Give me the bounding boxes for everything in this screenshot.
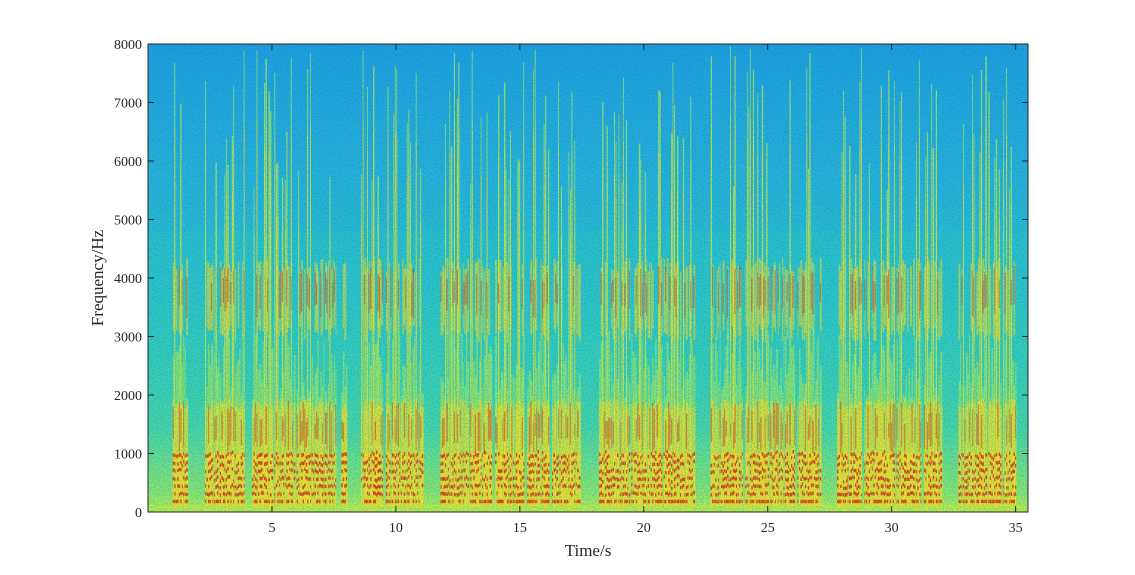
y-tick-label: 6000 [114, 155, 142, 170]
x-axis-title: Time/s [565, 541, 612, 560]
x-tick-label: 30 [885, 521, 899, 536]
x-tick-label: 35 [1009, 521, 1023, 536]
y-axis-title: Frequency/Hz [88, 229, 107, 326]
y-tick-label: 7000 [114, 97, 142, 112]
x-tick-label: 5 [268, 521, 275, 536]
noise-texture [148, 44, 1028, 512]
x-axis: 5 10 15 20 25 30 35 [268, 44, 1023, 536]
y-tick-label: 0 [135, 506, 142, 521]
x-tick-label: 20 [637, 521, 651, 536]
y-axis: 0 1000 2000 3000 4000 5000 6000 7000 8000 [114, 38, 1028, 521]
y-tick-label: 2000 [114, 389, 142, 404]
y-tick-label: 8000 [114, 38, 142, 53]
plot-area [148, 44, 1028, 512]
y-tick-label: 4000 [114, 272, 142, 287]
y-tick-label: 3000 [114, 331, 142, 346]
x-tick-label: 10 [389, 521, 403, 536]
x-tick-label: 15 [513, 521, 527, 536]
y-tick-label: 5000 [114, 214, 142, 229]
y-tick-label: 1000 [114, 448, 142, 463]
x-tick-label: 25 [761, 521, 775, 536]
